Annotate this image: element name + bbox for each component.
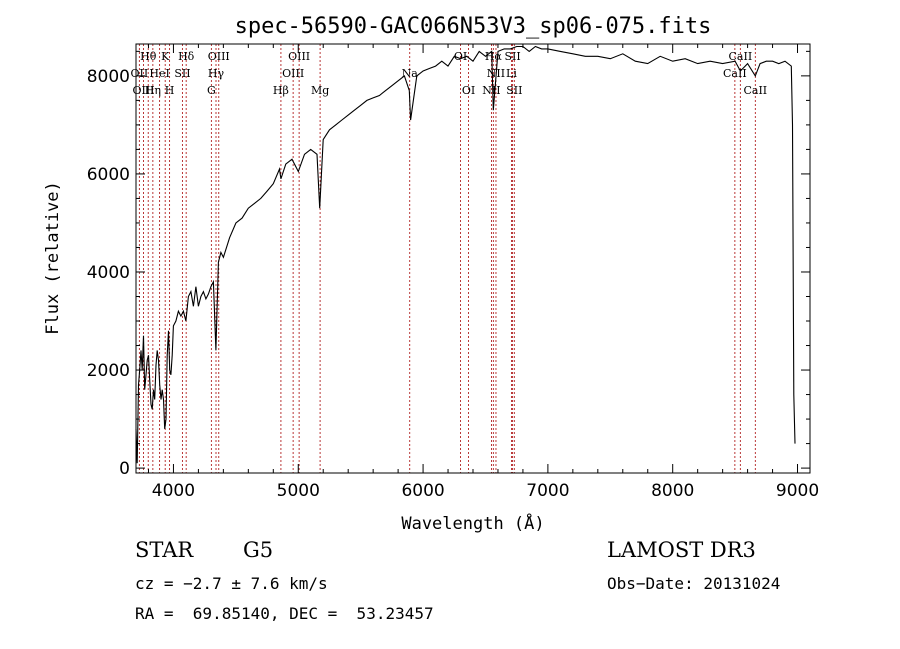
y-axis-label: Flux (relative) [43,181,63,335]
line-label: OIII [282,67,304,80]
line-label: CaII [729,50,753,63]
survey-name: LAMOST DR3 [607,538,756,562]
line-label: OIII [132,84,154,97]
line-label: Hη [145,84,161,97]
x-tick-label: 4000 [152,481,195,501]
ra-dec-coordinates: RA = 69.85140, DEC = 53.23457 [135,604,434,623]
line-label: OI [454,50,467,63]
y-axis-ticks: 0 2000 4000 6000 8000 [87,50,810,479]
line-label: Li [506,67,517,80]
line-label: Mg [311,84,329,97]
line-label: H [165,84,175,97]
x-axis-ticks: 4000 5000 6000 7000 8000 9000 [147,44,819,501]
line-label: OII [131,67,149,80]
x-tick-label: 5000 [277,481,320,501]
line-label: Hα [485,50,503,63]
x-tick-label: 8000 [651,481,694,501]
line-label: Hθ [140,50,157,63]
object-subclass: G5 [243,538,274,562]
x-tick-label: 6000 [401,481,444,501]
y-tick-label: 4000 [87,263,130,283]
y-tick-label: 0 [119,459,130,479]
line-label: Na [402,67,419,80]
line-label: HeI [149,67,169,80]
object-class: STAR [135,538,194,562]
redshift-cz: cz = −2.7 ± 7.6 km/s [135,574,328,593]
y-tick-label: 6000 [87,165,130,185]
y-tick-label: 2000 [87,361,130,381]
line-label: G [207,84,216,97]
emission-line-markers [138,44,756,473]
line-label: SII [504,50,520,63]
y-tick-label: 8000 [87,67,130,87]
line-label: CaII [743,84,767,97]
flux-spectrum-line [135,45,796,464]
line-label: Hγ [208,67,225,80]
line-label: OIII [208,50,230,63]
line-label: Hβ [273,84,289,97]
line-label: SII [506,84,522,97]
x-tick-label: 7000 [526,481,569,501]
chart-title: spec-56590-GAC066N53V3_sp06-075.fits [235,14,712,39]
x-tick-label: 9000 [776,481,819,501]
line-label: OI [462,84,475,97]
line-label: SII [174,67,190,80]
plot-frame [135,43,811,474]
x-axis-label: Wavelength (Å) [401,512,544,534]
line-label: NII [482,84,500,97]
line-label: Hδ [178,50,195,63]
obs-date: Obs−Date: 20131024 [607,574,781,593]
line-label: K [161,50,170,63]
line-label: OIII [288,50,310,63]
